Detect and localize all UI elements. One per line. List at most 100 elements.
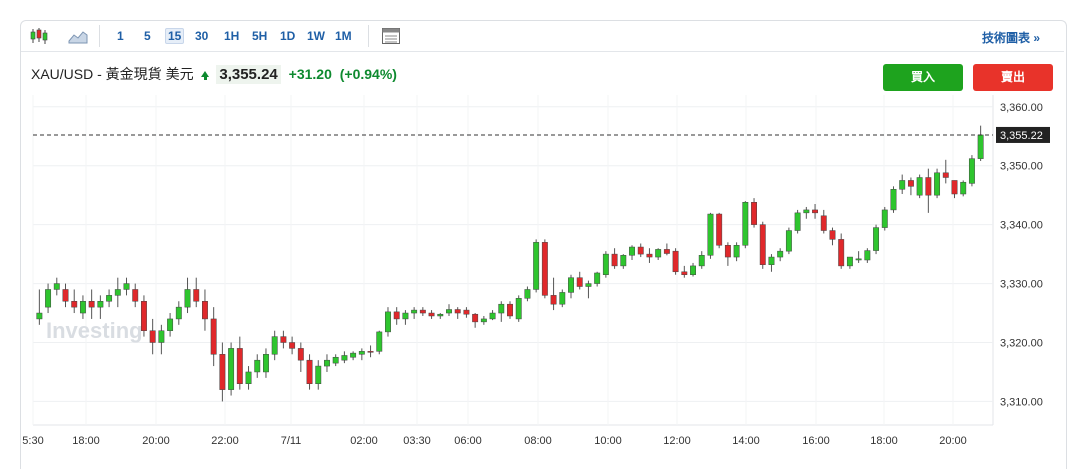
instrument-header: XAU/USD - 黃金現貨 美元 3,355.24 +31.20 (+0.94…: [31, 64, 397, 84]
candle-up: [742, 202, 749, 246]
candle-down: [88, 301, 95, 308]
candle-up: [899, 180, 906, 190]
candle-down: [716, 213, 723, 246]
candle-up: [960, 181, 967, 195]
timeframe-5h[interactable]: 5H: [252, 29, 268, 43]
up-arrow-icon: [201, 71, 210, 81]
candle-up: [350, 352, 357, 358]
candle-down: [951, 180, 958, 195]
candle-up: [785, 230, 792, 252]
candle-down: [71, 301, 78, 308]
candle-up: [228, 348, 235, 390]
candle-up: [777, 250, 784, 258]
candle-down: [925, 177, 932, 196]
candle-down: [838, 239, 845, 267]
candle-down: [140, 301, 147, 331]
x-tick-label: 22:00: [211, 435, 239, 447]
candle-up: [79, 301, 86, 314]
candle-up: [568, 277, 574, 293]
timeframe-5[interactable]: 5: [144, 29, 151, 43]
x-tick-label: 02:00: [350, 435, 378, 447]
candle-up: [620, 255, 627, 267]
candle-down: [219, 354, 226, 390]
candle-up: [263, 354, 269, 373]
table-icon[interactable]: [381, 27, 401, 45]
candle-up: [524, 289, 531, 299]
candle-down: [812, 209, 818, 214]
area-chart-icon[interactable]: [68, 27, 88, 45]
candle-up: [123, 283, 130, 290]
y-tick-label: 3,360.00: [1000, 102, 1043, 114]
candle-up: [97, 301, 104, 308]
candle-down: [576, 277, 583, 287]
x-tick-label: 12:00: [663, 435, 691, 447]
candle-down: [149, 330, 156, 343]
last-price: 3,355.24: [216, 65, 281, 84]
candle-up: [594, 272, 601, 284]
x-tick-label: 16:00: [802, 435, 830, 447]
candle-up: [411, 309, 418, 314]
candle-down: [463, 309, 470, 315]
candle-up: [158, 330, 165, 343]
y-tick-label: 3,330.00: [1000, 279, 1043, 291]
candle-down: [289, 342, 296, 349]
candle-up: [315, 365, 322, 385]
candle-down: [62, 289, 69, 302]
candle-up: [36, 312, 43, 320]
candle-down: [132, 289, 139, 302]
candle-down: [611, 253, 618, 267]
timeframe-30[interactable]: 30: [195, 29, 209, 43]
y-tick-label: 3,310.00: [1000, 396, 1043, 408]
candle-up: [184, 289, 191, 308]
x-tick-label: 18:00: [72, 435, 100, 447]
candle-up: [324, 359, 330, 367]
candle-down: [419, 309, 426, 314]
candle-up: [698, 255, 705, 267]
timeframe-1m[interactable]: 1M: [335, 29, 352, 43]
candle-up: [629, 246, 635, 256]
candle-down: [210, 318, 217, 355]
candle-down: [820, 215, 827, 231]
chart-toolbar: 1 5 15 30 1H 5H 1D 1W 1M 技術圖表 »: [21, 21, 1064, 52]
timeframe-15[interactable]: 15: [165, 28, 185, 44]
candle-down: [454, 309, 461, 314]
candle-down: [681, 271, 688, 275]
x-tick-label: 5:30: [22, 435, 43, 447]
y-tick-label: 3,320.00: [1000, 338, 1043, 350]
sell-button[interactable]: 賣出: [973, 64, 1053, 91]
x-tick-label: 03:30: [403, 435, 431, 447]
candle-up: [855, 258, 862, 261]
price-change: +31.20: [288, 66, 332, 82]
candle-down: [541, 242, 548, 296]
candle-up: [376, 331, 383, 352]
candle-down: [367, 351, 374, 353]
timeframe-1[interactable]: 1: [117, 29, 124, 43]
timeframe-1h[interactable]: 1H: [224, 29, 240, 43]
candle-up: [332, 356, 339, 364]
candle-up: [602, 253, 609, 275]
timeframe-1d[interactable]: 1D: [280, 29, 296, 43]
candle-down: [202, 301, 208, 320]
x-tick-label: 18:00: [870, 435, 898, 447]
candle-down: [724, 245, 731, 258]
candle-up: [498, 303, 505, 314]
candle-up: [271, 336, 278, 355]
current-price-label: 3,355.22: [1000, 130, 1043, 142]
candle-down: [193, 289, 200, 302]
candle-down: [637, 246, 644, 255]
advanced-chart-link[interactable]: 技術圖表 »: [981, 31, 1040, 45]
instrument-name: XAU/USD - 黃金現貨 美元: [31, 66, 194, 82]
candle-up: [402, 312, 409, 320]
y-tick-label: 3,350.00: [1000, 161, 1043, 173]
candlestick-icon[interactable]: [29, 27, 49, 45]
candle-down: [550, 295, 557, 305]
candle-down: [297, 348, 304, 361]
candle-up: [707, 213, 714, 256]
candle-down: [306, 359, 313, 384]
x-tick-label: 06:00: [454, 435, 482, 447]
buy-button[interactable]: 買入: [883, 64, 963, 91]
candle-down: [751, 202, 757, 225]
timeframe-1w[interactable]: 1W: [307, 29, 325, 43]
candle-up: [733, 245, 740, 258]
